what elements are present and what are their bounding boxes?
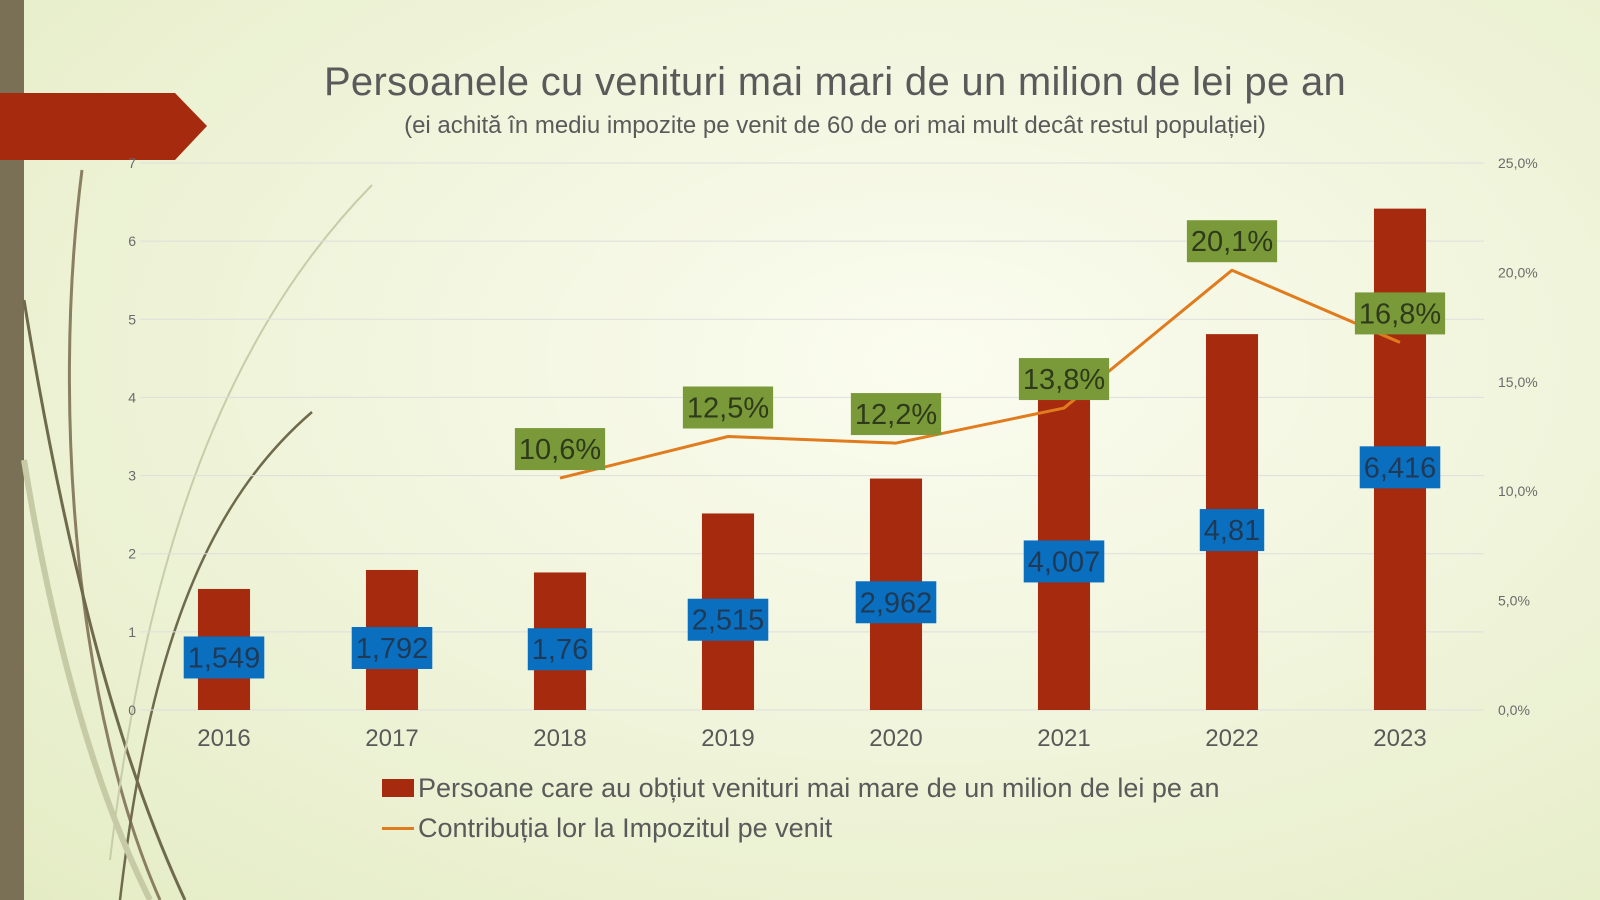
y-right-tick-label: 0,0% [1498,702,1530,718]
bar-data-label-bg [351,626,433,669]
decorative-curve [109,184,373,861]
line-series [559,268,1401,480]
legend-item-bars: Persoane care au obțiut venituri mai mar… [382,768,1219,808]
legend-swatch-bar [382,779,414,797]
legend-label-line: Contribuția lor la Impozitul pe venit [418,812,833,843]
x-tick-label: 2021 [1037,725,1090,752]
decorative-curve [118,411,313,900]
bar-data-label: 1,549 [183,636,265,679]
decorative-curve [21,459,153,900]
line-data-label: 12,5% [682,386,774,429]
line-data-label-bg [514,428,606,471]
bar-data-label-bg [527,628,593,671]
y-left-tick-label: 5 [128,311,136,327]
y-left-tick-label: 3 [128,468,136,484]
bar-data-label-text: 1,549 [188,642,261,674]
title-arrow-shape [0,93,207,160]
bar-data-label-text: 1,792 [356,633,429,665]
bar-data-label-bg [1359,446,1441,489]
line-data-label: 10,6% [514,428,606,471]
bar-data-label: 4,81 [1199,509,1265,552]
bar-data-label-bg [1199,509,1265,552]
legend-label-bars: Persoane care au obțiut venituri mai mar… [418,772,1220,803]
slide-subtitle: (ei achită în mediu impozite pe venit de… [404,112,1266,139]
bar-data-label: 1,76 [527,628,593,671]
bar-data-label: 1,792 [351,626,433,669]
line-data-label-text: 20,1% [1191,226,1273,258]
y-left-tick-label: 6 [128,233,136,249]
x-tick-label: 2020 [869,725,922,752]
bar-data-label-bg [855,581,937,624]
y-left-tick-label: 1 [128,624,136,640]
decorative-curve [67,169,162,900]
bar-data-label-bg [687,598,769,641]
bar-data-label-text: 1,76 [532,634,588,666]
y-left-tick-label: 0 [128,702,136,718]
bar-data-label: 6,416 [1359,446,1441,489]
bar-data-label-bg [183,636,265,679]
bar-data-label-text: 2,515 [692,605,765,637]
line-data-label: 20,1% [1186,220,1278,263]
line-data-label-bg [1186,220,1278,263]
bar-data-label: 4,007 [1023,540,1105,583]
legend-item-line: Contribuția lor la Impozitul pe venit [382,808,1219,848]
y-left-tick-label: 7 [128,155,136,171]
line-data-label: 16,8% [1354,292,1446,335]
y-left-tick-label: 2 [128,546,136,562]
bar-data-label: 2,962 [855,581,937,624]
bar-data-label-bg [1023,540,1105,583]
bar-data-label-text: 4,81 [1204,515,1260,547]
y-right-tick-label: 5,0% [1498,593,1530,609]
x-tick-label: 2023 [1373,725,1426,752]
y-right-tick-label: 20,0% [1498,264,1538,280]
y-left-tick-label: 4 [128,389,136,405]
x-tick-label: 2017 [365,725,418,752]
bar-data-label-text: 4,007 [1028,546,1101,578]
decorative-curve [22,299,187,900]
line-data-label-text: 13,8% [1023,364,1105,396]
line-data-label-text: 12,5% [687,393,769,425]
bar-data-label: 2,515 [687,598,769,641]
line-data-label-text: 10,6% [519,434,601,466]
x-tick-label: 2016 [197,725,250,752]
y-right-tick-label: 10,0% [1498,483,1538,499]
y-right-tick-label: 25,0% [1498,155,1538,171]
legend-swatch-line [382,826,414,830]
line-data-label-text: 16,8% [1359,298,1441,330]
bar-data-label-text: 2,962 [860,587,933,619]
line-data-label-bg [1354,292,1446,335]
y-right-tick-label: 15,0% [1498,374,1538,390]
x-tick-label: 2018 [533,725,586,752]
line-data-label-bg [682,386,774,429]
chart-legend: Persoane care au obțiut venituri mai mar… [382,768,1219,848]
bar-data-label-text: 6,416 [1364,452,1437,484]
line-data-label-bg [850,393,942,436]
x-tick-label: 2019 [701,725,754,752]
line-data-label-text: 12,2% [855,399,937,431]
line-data-label: 13,8% [1018,358,1110,401]
line-data-label-bg [1018,358,1110,401]
slide-title: Persoanele cu venituri mai mari de un mi… [323,60,1347,104]
x-tick-label: 2022 [1205,725,1258,752]
line-data-label: 12,2% [850,393,942,436]
